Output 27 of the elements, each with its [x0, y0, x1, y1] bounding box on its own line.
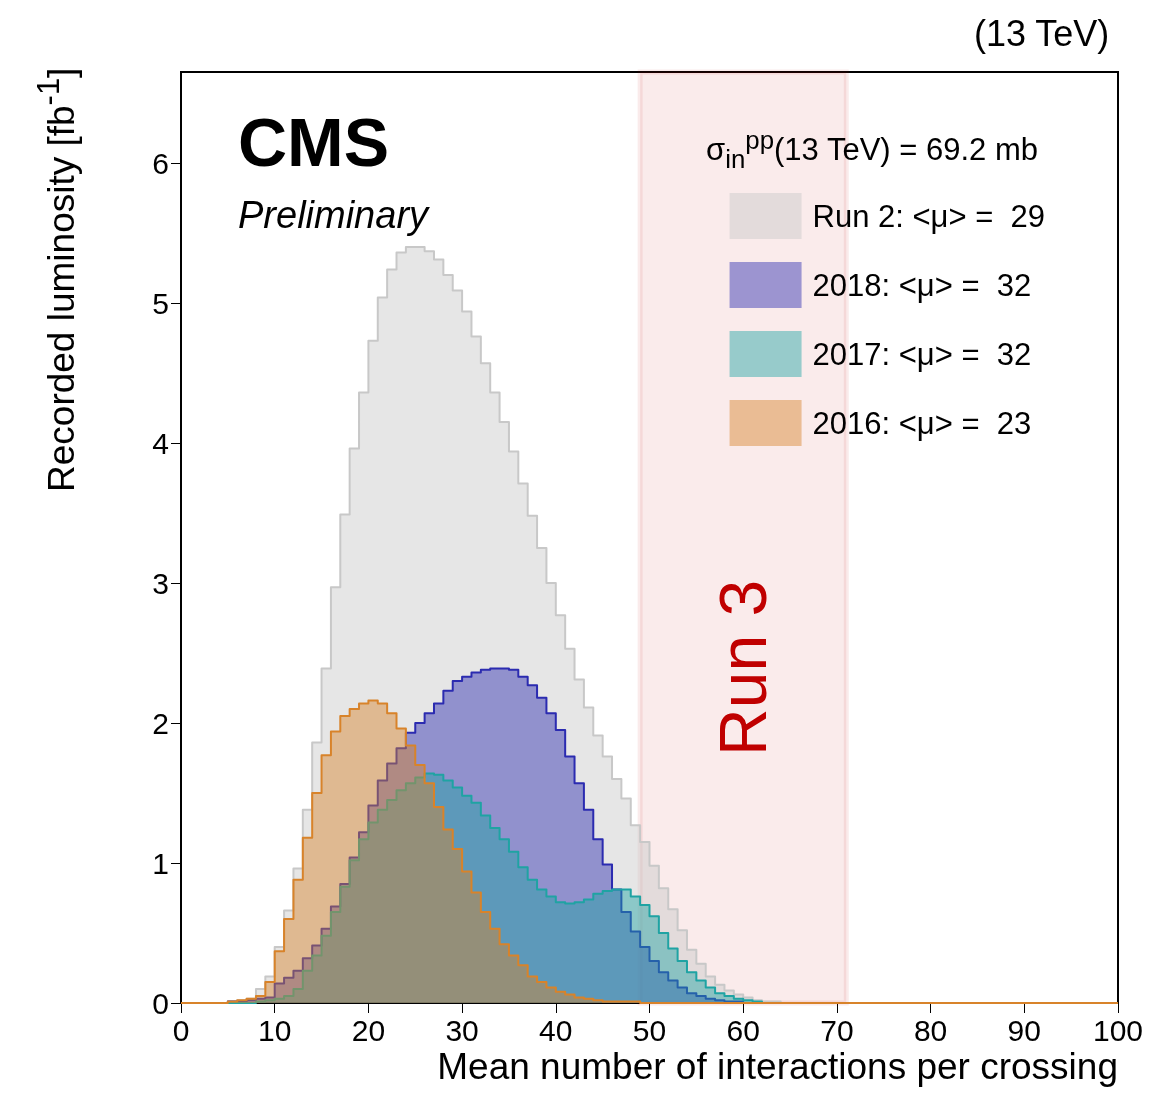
chart-title: (13 TeV) [973, 12, 1110, 54]
x-tick-label: 30 [445, 1013, 479, 1047]
y-tick-label: 2 [152, 706, 169, 740]
x-tick-label: 40 [539, 1013, 573, 1047]
y-tick-label: 3 [152, 566, 169, 600]
legend-label: 2016: <μ> = 23 [812, 405, 1032, 441]
y-tick-label: 5 [152, 286, 169, 320]
y-tick-label: 4 [152, 426, 169, 460]
x-tick-label: 10 [258, 1013, 292, 1047]
y-tick-label: 0 [152, 986, 169, 1020]
band-label: Run 3 [706, 579, 781, 756]
x-tick-label: 60 [726, 1013, 760, 1047]
annotation: Preliminary [238, 194, 431, 236]
x-tick-label: 100 [1092, 1013, 1144, 1047]
x-axis-title: Mean number of interactions per crossing [437, 1046, 1118, 1087]
legend-label: 2018: <μ> = 32 [812, 267, 1032, 303]
x-tick-label: 20 [351, 1013, 386, 1047]
annotation: CMS [238, 104, 390, 180]
x-tick-label: 70 [820, 1013, 854, 1047]
legend-title: σ$_{in}$$^{pp}$(13 TeV) = 69.2 mb [706, 126, 1038, 173]
legend-label: Run 2: <μ> = 29 [812, 198, 1046, 234]
x-tick-label: 80 [913, 1013, 948, 1047]
x-tick-label: 90 [1007, 1013, 1041, 1047]
y-tick-label: 6 [152, 146, 169, 180]
x-tick-label: 50 [632, 1013, 667, 1047]
y-tick-label: 1 [152, 846, 169, 880]
legend-label: 2017: <μ> = 32 [812, 336, 1032, 372]
